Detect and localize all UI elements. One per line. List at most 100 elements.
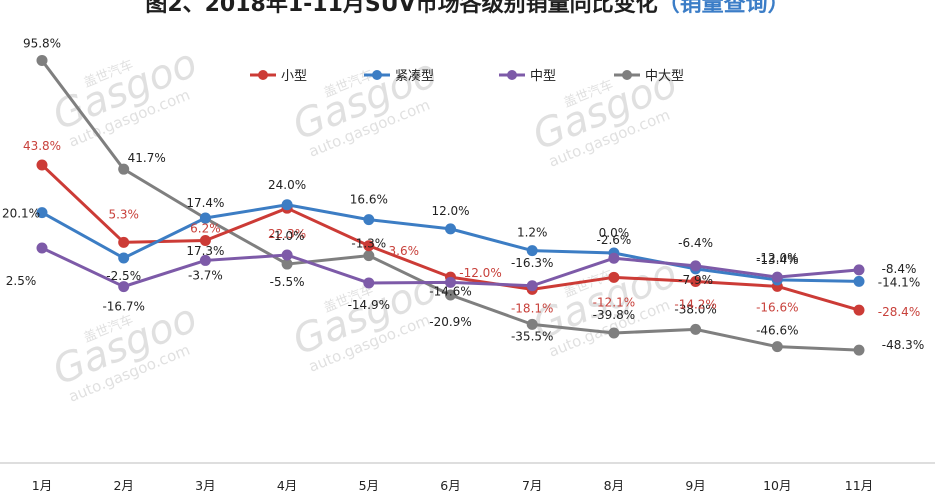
data-label: -5.5% <box>270 275 305 289</box>
data-label: -12.0% <box>756 251 798 265</box>
data-label: -7.9% <box>678 273 713 287</box>
data-label: 0.0% <box>599 226 630 240</box>
x-tick-label: 8月 <box>604 478 624 493</box>
data-point <box>608 327 620 339</box>
legend-label: 紧凑型 <box>395 69 434 84</box>
chart-title-sub: （销量查询） <box>657 0 790 17</box>
data-point <box>118 281 130 293</box>
data-label: -12.1% <box>593 295 635 309</box>
data-point <box>445 289 456 301</box>
data-label: 16.6% <box>350 193 388 207</box>
data-label: 41.7% <box>128 151 166 165</box>
data-label: 95.8% <box>23 36 61 50</box>
data-point <box>36 159 48 171</box>
chart-title: 图2、2018年1-11月SUV市场各级别销量同比变化（销量查询） <box>0 0 935 18</box>
data-point <box>118 163 130 175</box>
x-tick-label: 11月 <box>845 478 873 493</box>
data-point <box>526 280 538 292</box>
legend-label: 小型 <box>281 69 307 84</box>
data-label: 17.4% <box>186 196 224 210</box>
data-label: -38.0% <box>674 302 716 316</box>
legend-item: 小型 <box>250 69 307 84</box>
data-label: -3.7% <box>188 268 223 282</box>
data-label: -20.9% <box>429 315 471 329</box>
data-label: -1.3% <box>351 237 386 251</box>
data-point <box>36 54 48 66</box>
data-point <box>363 250 375 262</box>
data-label: -16.7% <box>102 300 144 314</box>
data-point <box>853 264 865 276</box>
data-label: 12.0% <box>431 204 469 218</box>
data-label: -2.6% <box>596 233 631 247</box>
data-label: 6.2% <box>190 222 221 236</box>
data-label: -2.5% <box>106 269 141 283</box>
legend-swatch-marker <box>507 70 517 80</box>
data-label: -16.3% <box>511 256 553 270</box>
data-point <box>281 199 293 211</box>
legend-label: 中大型 <box>645 69 684 84</box>
data-point <box>118 236 130 248</box>
data-label: 3.6% <box>389 244 420 258</box>
legend-label: 中型 <box>530 69 556 84</box>
data-label: -48.3% <box>882 338 924 352</box>
data-label: -12.0% <box>459 266 501 280</box>
x-tick-label: 4月 <box>277 478 297 493</box>
data-label: -18.1% <box>511 301 553 315</box>
data-point <box>853 304 865 316</box>
data-point <box>445 276 456 288</box>
data-label: 43.8% <box>23 139 61 153</box>
data-label: -14.6% <box>429 284 471 298</box>
data-point <box>445 223 456 235</box>
legend-item: 中大型 <box>614 69 684 84</box>
data-label: -8.4% <box>882 262 917 276</box>
data-label: -14.9% <box>348 298 390 312</box>
data-label: 1.2% <box>517 226 548 240</box>
data-label: 17.3% <box>186 244 224 258</box>
data-point <box>363 240 375 252</box>
legend-swatch-marker <box>622 70 632 80</box>
data-point <box>36 207 48 219</box>
x-tick-label: 9月 <box>685 478 705 493</box>
x-tick-label: 5月 <box>359 478 379 493</box>
data-point <box>608 271 620 283</box>
data-point <box>853 275 865 287</box>
data-point <box>608 252 620 264</box>
data-label: 5.3% <box>108 207 139 221</box>
x-tick-label: 1月 <box>32 478 52 493</box>
x-tick-label: 3月 <box>195 478 215 493</box>
x-tick-label: 6月 <box>440 478 460 493</box>
data-point <box>281 258 293 270</box>
data-point <box>690 276 702 288</box>
data-point <box>199 212 211 224</box>
data-point <box>526 318 538 330</box>
data-label: -14.2% <box>674 298 716 312</box>
legend-swatch-marker <box>372 70 382 80</box>
data-point <box>526 245 538 257</box>
data-point <box>118 252 130 264</box>
chart-title-main: 图2、2018年1-11月SUV市场各级别销量同比变化 <box>145 0 658 17</box>
data-point <box>199 235 211 247</box>
data-point <box>690 260 702 272</box>
data-label: -16.6% <box>756 300 798 314</box>
data-label: 2.5% <box>6 274 37 288</box>
data-label: -28.4% <box>878 305 920 319</box>
data-label: -6.4% <box>678 236 713 250</box>
data-point <box>36 242 48 254</box>
x-tick-label: 2月 <box>113 478 133 493</box>
legend-swatch-marker <box>258 70 268 80</box>
legend-item: 中型 <box>499 69 556 84</box>
data-point <box>199 254 211 266</box>
data-label: -46.6% <box>756 324 798 338</box>
data-point <box>853 344 865 356</box>
data-label: 24.0% <box>268 178 306 192</box>
data-label: -1.0% <box>270 229 305 243</box>
data-label: -14.1% <box>878 275 920 289</box>
data-label: 20.1% <box>2 207 40 221</box>
x-tick-label: 7月 <box>522 478 542 493</box>
data-label: -13.4% <box>756 253 798 267</box>
